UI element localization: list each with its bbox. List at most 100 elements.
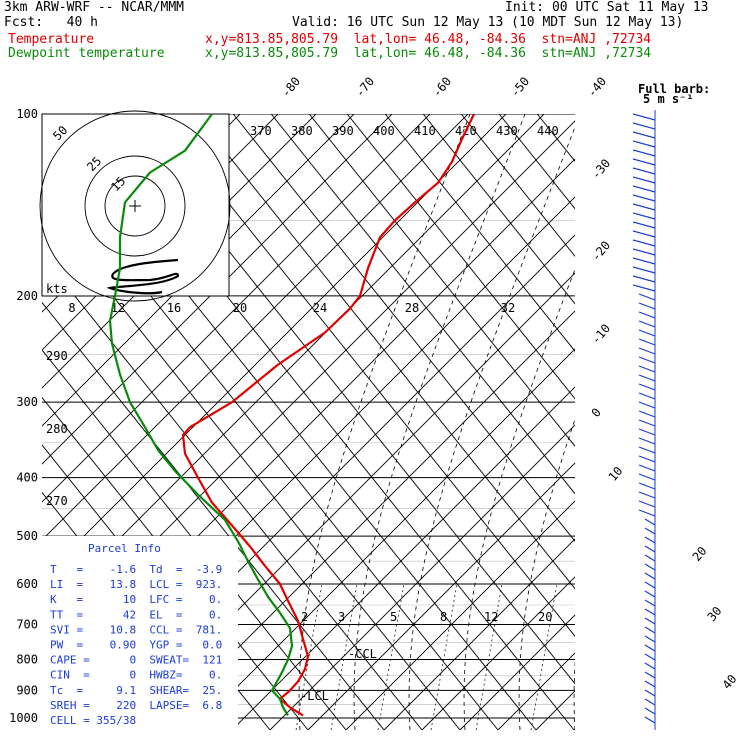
wind-barb [632, 239, 656, 247]
dry-adiabat-line [308, 114, 575, 447]
dry-adiabat-line [270, 114, 575, 495]
mixing-ratio-label: 5 [390, 610, 397, 624]
parcel-info-title: Parcel Info [88, 542, 161, 555]
theta-e-label: 440 [537, 124, 559, 138]
mixing-ratio-label: 3 [338, 610, 345, 624]
sounding-traces [108, 113, 475, 717]
wind-barb [632, 266, 656, 274]
isotherm-line [0, 114, 12, 730]
wind-barb [638, 302, 656, 310]
wind-barb [632, 221, 656, 229]
wind-barb [632, 203, 656, 211]
hodograph-axis-label: 8 [68, 301, 75, 315]
isotherm-line [535, 690, 575, 730]
wind-barb [632, 275, 656, 283]
isotherm-line [42, 114, 431, 503]
isotherm-label: -40 [585, 74, 610, 100]
moist-adiabat-line [298, 114, 471, 730]
isotherm-label: 30 [705, 604, 725, 624]
isotherm-line [155, 310, 575, 730]
wind-barb [644, 644, 656, 652]
wind-barb [638, 374, 656, 382]
moist-adiabat-line [573, 659, 575, 730]
hodograph-axis-label: 20 [233, 301, 247, 315]
wind-barb [644, 680, 656, 688]
wind-barb [644, 545, 656, 553]
wind-barb [644, 716, 656, 724]
pressure-tick-label: 400 [16, 471, 38, 485]
isotherm-label: 20 [690, 544, 710, 564]
wind-barb [638, 338, 656, 346]
model-title: 3km ARW-WRF -- NCAR/MMM [4, 0, 185, 15]
dry-adiabat-line [651, 114, 740, 730]
parcel-info-row: SREH = 220 LAPSE= 6.8 [50, 699, 222, 712]
isotherm-label: -60 [430, 74, 455, 100]
parcel-info-background [42, 536, 238, 730]
dry-adiabat-line [613, 114, 740, 730]
dewpoint-trace [108, 113, 294, 716]
pressure-tick-label: 200 [16, 289, 38, 303]
mixing-ratio-line [377, 583, 405, 730]
wind-barb [638, 392, 656, 400]
wind-barb [644, 707, 656, 715]
dry-adiabat-line [42, 254, 423, 730]
hodograph-axis-label: 24 [313, 301, 327, 315]
wind-barb [638, 428, 656, 436]
barb-legend-unit: 5 m s⁻¹ [643, 92, 694, 106]
wind-barb [632, 140, 656, 148]
parcel-info-row: CELL = 355/38 [50, 714, 136, 727]
wind-barb [638, 473, 656, 481]
wind-barb [638, 446, 656, 454]
isotherm-line [612, 114, 740, 730]
wind-barb [638, 500, 656, 508]
parcel-info-row: K = 10 LFC = 0. [50, 593, 222, 606]
wind-barb [632, 248, 656, 256]
wind-barb [638, 464, 656, 472]
dry-adiabat-line [574, 114, 575, 115]
isotherm-line [307, 462, 575, 730]
hodograph-ring [84, 155, 186, 257]
wind-barb [644, 554, 656, 562]
isotherm-line [345, 500, 575, 730]
dry-adiabat-line [194, 114, 575, 590]
hodograph-axis-label: 16 [167, 301, 181, 315]
dry-adiabat-line [42, 729, 43, 730]
pressure-tick-label: 800 [16, 652, 38, 666]
dewpoint-legend: Dewpoint temperature [8, 46, 165, 61]
barb-legend-title: Full barb: [638, 82, 710, 96]
parcel-info-row: SVI = 10.8 CCL = 781. [50, 623, 222, 636]
mixing-ratio-label: 12 [484, 610, 498, 624]
wind-barb [638, 329, 656, 337]
isotherm-line [42, 114, 393, 465]
wind-barb [644, 626, 656, 634]
hodograph-ring [104, 175, 166, 237]
isotherm-line [42, 114, 545, 617]
pressure-tick-label: 700 [16, 617, 38, 631]
pressure-tick-label: 600 [16, 577, 38, 591]
mixing-ratio-line [295, 583, 323, 730]
wind-barb [638, 356, 656, 364]
hodograph-axis-label: 28 [405, 301, 419, 315]
theta-label: 270 [46, 494, 68, 508]
dry-adiabat-line [384, 114, 575, 352]
init-time: Init: 00 UTC Sat 11 May 13 [505, 0, 709, 15]
isotherm-line [726, 114, 740, 730]
dry-adiabat-line [422, 114, 575, 305]
wind-barb [644, 599, 656, 607]
wind-barb [644, 518, 656, 526]
pressure-tick-label: 500 [16, 529, 38, 543]
wind-barb [644, 563, 656, 571]
wind-barb [638, 365, 656, 373]
temperature-location-info: x,y=813.85,805.79 lat,lon= 46.48, -84.36… [205, 32, 652, 47]
isotherm-label: -50 [508, 74, 533, 100]
pressure-axis: 100 200 300 400 500 600 700 800 900 1000 [9, 107, 38, 725]
wind-barb [632, 194, 656, 202]
isotherm-line [497, 652, 575, 730]
pressure-tick-label: 100 [16, 107, 38, 121]
mixing-ratio-label: 8 [440, 610, 447, 624]
ccl-marker-label: -CCL [348, 647, 377, 661]
isotherm-label: 10 [606, 464, 626, 484]
pressure-tick-label: 300 [16, 395, 38, 409]
